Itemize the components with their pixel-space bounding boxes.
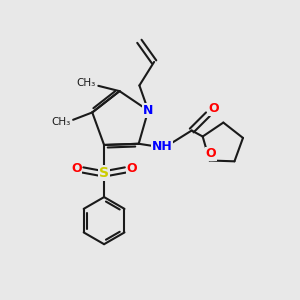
Text: CH₃: CH₃ (77, 79, 96, 88)
Text: O: O (208, 102, 219, 115)
Text: O: O (127, 162, 137, 175)
Text: O: O (71, 162, 82, 175)
Text: NH: NH (152, 140, 172, 153)
Text: N: N (143, 104, 153, 117)
Text: O: O (206, 148, 216, 160)
Text: S: S (99, 166, 109, 180)
Text: CH₃: CH₃ (52, 117, 71, 127)
